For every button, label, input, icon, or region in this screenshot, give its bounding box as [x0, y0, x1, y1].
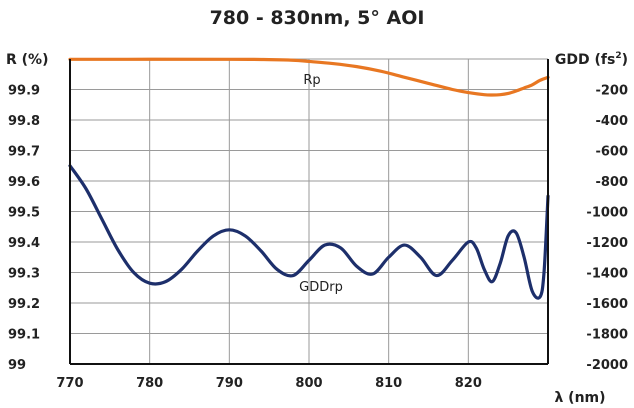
right-tick-label: -200 — [595, 84, 628, 99]
series-label-gddrp: GDDrp — [299, 280, 343, 295]
chart-title: 780 - 830nm, 5° AOI — [210, 7, 425, 29]
left-tick-label: 99.6 — [8, 175, 40, 190]
grid-layer — [69, 58, 549, 365]
left-tick-label: 99.1 — [8, 328, 40, 343]
right-axis-title-sup: 2 — [615, 51, 621, 61]
right-tick-label: -2000 — [586, 358, 628, 373]
tick-label-layer: 99 99.1 99.2 99.3 99.4 99.5 99.6 99.7 99.8 99.9 -2… — [8, 84, 628, 392]
left-axis-title: R (%) — [6, 52, 48, 68]
x-tick-label: 800 — [295, 376, 322, 391]
right-axis-title-tail: ) — [622, 52, 628, 68]
series-label-rp: Rp — [303, 73, 320, 88]
right-axis-title: GDD (fs2) — [555, 51, 628, 68]
x-axis-title: λ (nm) — [554, 390, 605, 406]
right-tick-label: -1200 — [586, 236, 628, 251]
right-tick-label: -400 — [595, 114, 628, 129]
x-tick-label: 770 — [56, 376, 83, 391]
left-tick-label: 99 — [8, 358, 26, 373]
series-line-rp — [68, 57, 550, 97]
right-tick-label: -1000 — [586, 206, 628, 221]
right-tick-label: -1400 — [586, 267, 628, 282]
series-line-gddrp — [68, 164, 550, 300]
left-tick-label: 99.3 — [8, 267, 40, 282]
left-tick-label: 99.7 — [8, 145, 40, 160]
right-tick-label: -600 — [595, 145, 628, 160]
x-tick-label: 790 — [216, 376, 243, 391]
left-tick-label: 99.4 — [8, 236, 40, 251]
left-tick-label: 99.8 — [8, 114, 40, 129]
axis-layer — [69, 59, 549, 365]
left-tick-label: 99.5 — [8, 206, 40, 221]
right-tick-label: -800 — [595, 175, 628, 190]
x-tick-label: 780 — [136, 376, 163, 391]
x-tick-label: 820 — [455, 376, 482, 391]
left-tick-label: 99.2 — [8, 297, 40, 312]
right-axis-title-base: GDD (fs — [555, 52, 615, 68]
left-tick-label: 99.9 — [8, 84, 40, 99]
right-tick-label: -1800 — [586, 328, 628, 343]
x-tick-label: 810 — [375, 376, 402, 391]
series-layer — [68, 57, 550, 300]
right-tick-label: -1600 — [586, 297, 628, 312]
